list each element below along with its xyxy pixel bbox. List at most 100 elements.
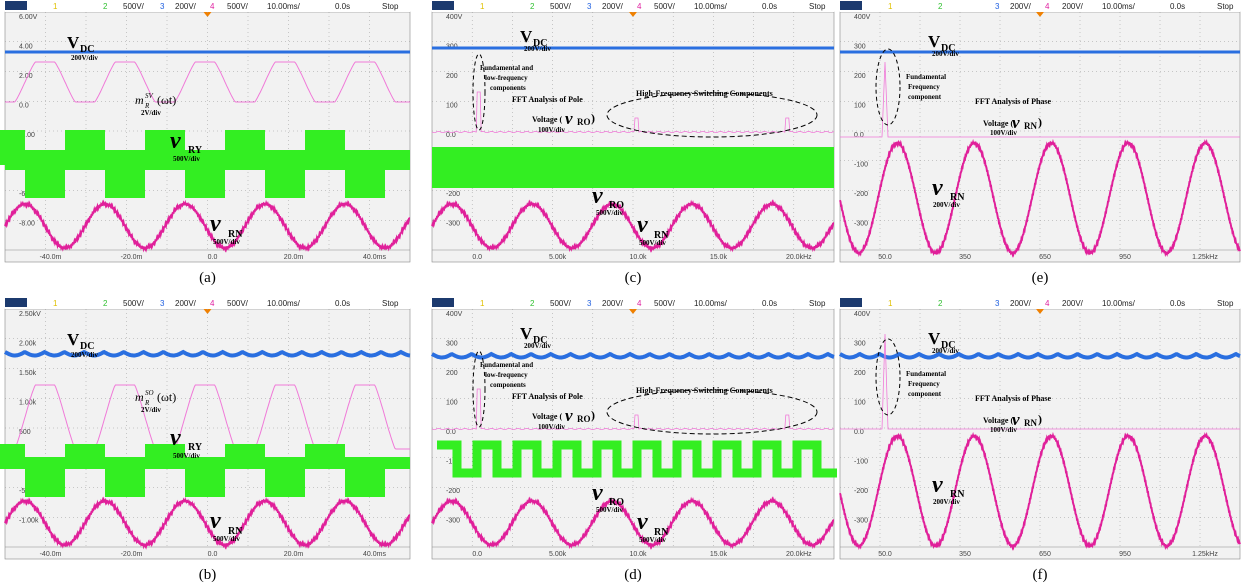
- header-text: 0.0s: [762, 2, 777, 11]
- header-text: 500V/: [654, 299, 676, 308]
- header-text: 10.00ms/: [1102, 2, 1136, 11]
- scope-logo: [5, 298, 27, 307]
- annotation: 200V/div: [71, 54, 98, 62]
- annotation: ): [591, 111, 595, 125]
- scope-logo: [432, 298, 454, 307]
- annotation: component: [908, 390, 942, 398]
- annotation: ): [1038, 412, 1042, 426]
- header-text: Stop: [1217, 299, 1234, 308]
- header-text: 500V/: [550, 299, 572, 308]
- x-label: 1.25kHz: [1192, 551, 1218, 558]
- annotation: v: [565, 406, 573, 425]
- panel-caption: (a): [199, 270, 216, 286]
- annotation: Voltage (: [532, 115, 562, 124]
- annotation: V: [520, 27, 533, 46]
- x-label: 5.00k: [549, 551, 567, 558]
- annotation: v: [170, 425, 181, 451]
- x-label: 20.0kHz: [786, 551, 812, 558]
- header-text: 200V/: [602, 299, 624, 308]
- annotation: component: [908, 93, 942, 101]
- header-text: 200V/: [1062, 2, 1084, 11]
- annotation: low-frequency: [485, 74, 528, 82]
- x-label: 5.00k: [549, 254, 567, 261]
- annotation: v: [932, 472, 943, 498]
- annotation: V: [520, 324, 533, 343]
- panel-caption: (e): [1032, 270, 1049, 286]
- header-text: 3: [160, 2, 165, 11]
- header-text: 2: [530, 299, 535, 308]
- x-label: 0.0: [208, 551, 218, 558]
- y-label: -100: [854, 162, 868, 169]
- annotation: m: [135, 93, 144, 107]
- scope-logo: [840, 1, 862, 10]
- annotation: 500V/div: [213, 238, 240, 246]
- header-text: 4: [1045, 299, 1050, 308]
- annotation: v: [210, 211, 221, 237]
- y-label: -200: [854, 488, 868, 495]
- x-label: 50.0: [878, 254, 892, 261]
- x-label: 20.0m: [284, 254, 304, 261]
- annotation: Voltage (: [983, 416, 1013, 425]
- annotation: (ωt): [157, 93, 176, 107]
- y-label: 6.00V: [19, 14, 38, 21]
- pwm-trace: [437, 445, 837, 473]
- y-label: -300: [446, 221, 460, 228]
- header-text: 200V/: [175, 2, 197, 11]
- annotation: 500V/div: [173, 452, 200, 460]
- y-label: -200: [446, 191, 460, 198]
- y-label: -200: [854, 191, 868, 198]
- header-text: 500V/: [550, 2, 572, 11]
- header-text: 10.00ms/: [267, 299, 301, 308]
- annotation: Frequency: [908, 380, 940, 388]
- x-label: 650: [1039, 254, 1051, 261]
- header-text: 10.00ms/: [694, 2, 728, 11]
- pwm-band: [5, 150, 410, 170]
- panel-caption: (f): [1033, 567, 1048, 583]
- scope-panel: 123200V/4200V/10.00ms/0.0sStop400V300200…: [840, 0, 1240, 262]
- x-label: -20.0m: [121, 551, 143, 558]
- y-label: -100: [854, 459, 868, 466]
- y-label: 0.0: [854, 132, 864, 139]
- scope-panel: 12500V/3200V/4500V/10.00ms/0.0sStop400V3…: [432, 0, 834, 262]
- annotation: V: [67, 330, 80, 349]
- annotation: m: [135, 390, 144, 404]
- annotation: FFT Analysis of Pole: [512, 392, 583, 401]
- annotation: Voltage (: [983, 119, 1013, 128]
- header-text: 3: [995, 299, 1000, 308]
- annotation: ): [1038, 115, 1042, 129]
- annotation: v: [210, 508, 221, 534]
- annotation: V: [67, 33, 80, 52]
- panel-caption: (b): [199, 567, 217, 583]
- scope-logo: [432, 1, 454, 10]
- x-label: 0.0: [208, 254, 218, 261]
- annotation: components: [490, 84, 526, 92]
- x-label: 40.0ms: [363, 254, 386, 261]
- y-label: 0.0: [446, 429, 456, 436]
- annotation: v: [637, 212, 648, 238]
- x-label: 20.0m: [284, 551, 304, 558]
- scope-logo: [840, 298, 862, 307]
- header-text: 0.0s: [335, 299, 350, 308]
- header-text: 200V/: [1010, 299, 1032, 308]
- annotation: RN: [1024, 121, 1037, 131]
- annotation: Fundamental: [906, 370, 946, 378]
- x-label: 350: [959, 254, 971, 261]
- y-label: 400V: [854, 14, 871, 21]
- x-label: 350: [959, 551, 971, 558]
- header-text: 200V/: [602, 2, 624, 11]
- header-text: 3: [160, 299, 165, 308]
- annotation: 2V/div: [141, 406, 161, 414]
- x-label: 0.0: [472, 254, 482, 261]
- y-label: -300: [854, 518, 868, 525]
- annotation: 100V/div: [990, 129, 1017, 137]
- header-text: 1: [480, 299, 485, 308]
- annotation: v: [592, 183, 603, 209]
- y-label: -1.00k: [19, 518, 39, 525]
- x-label: 20.0kHz: [786, 254, 812, 261]
- y-label: 200: [446, 370, 458, 377]
- header-text: Stop: [1217, 2, 1234, 11]
- annotation: RO: [577, 117, 591, 127]
- y-label: 200: [854, 73, 866, 80]
- x-label: 15.0k: [710, 254, 728, 261]
- annotation: 500V/div: [173, 155, 200, 163]
